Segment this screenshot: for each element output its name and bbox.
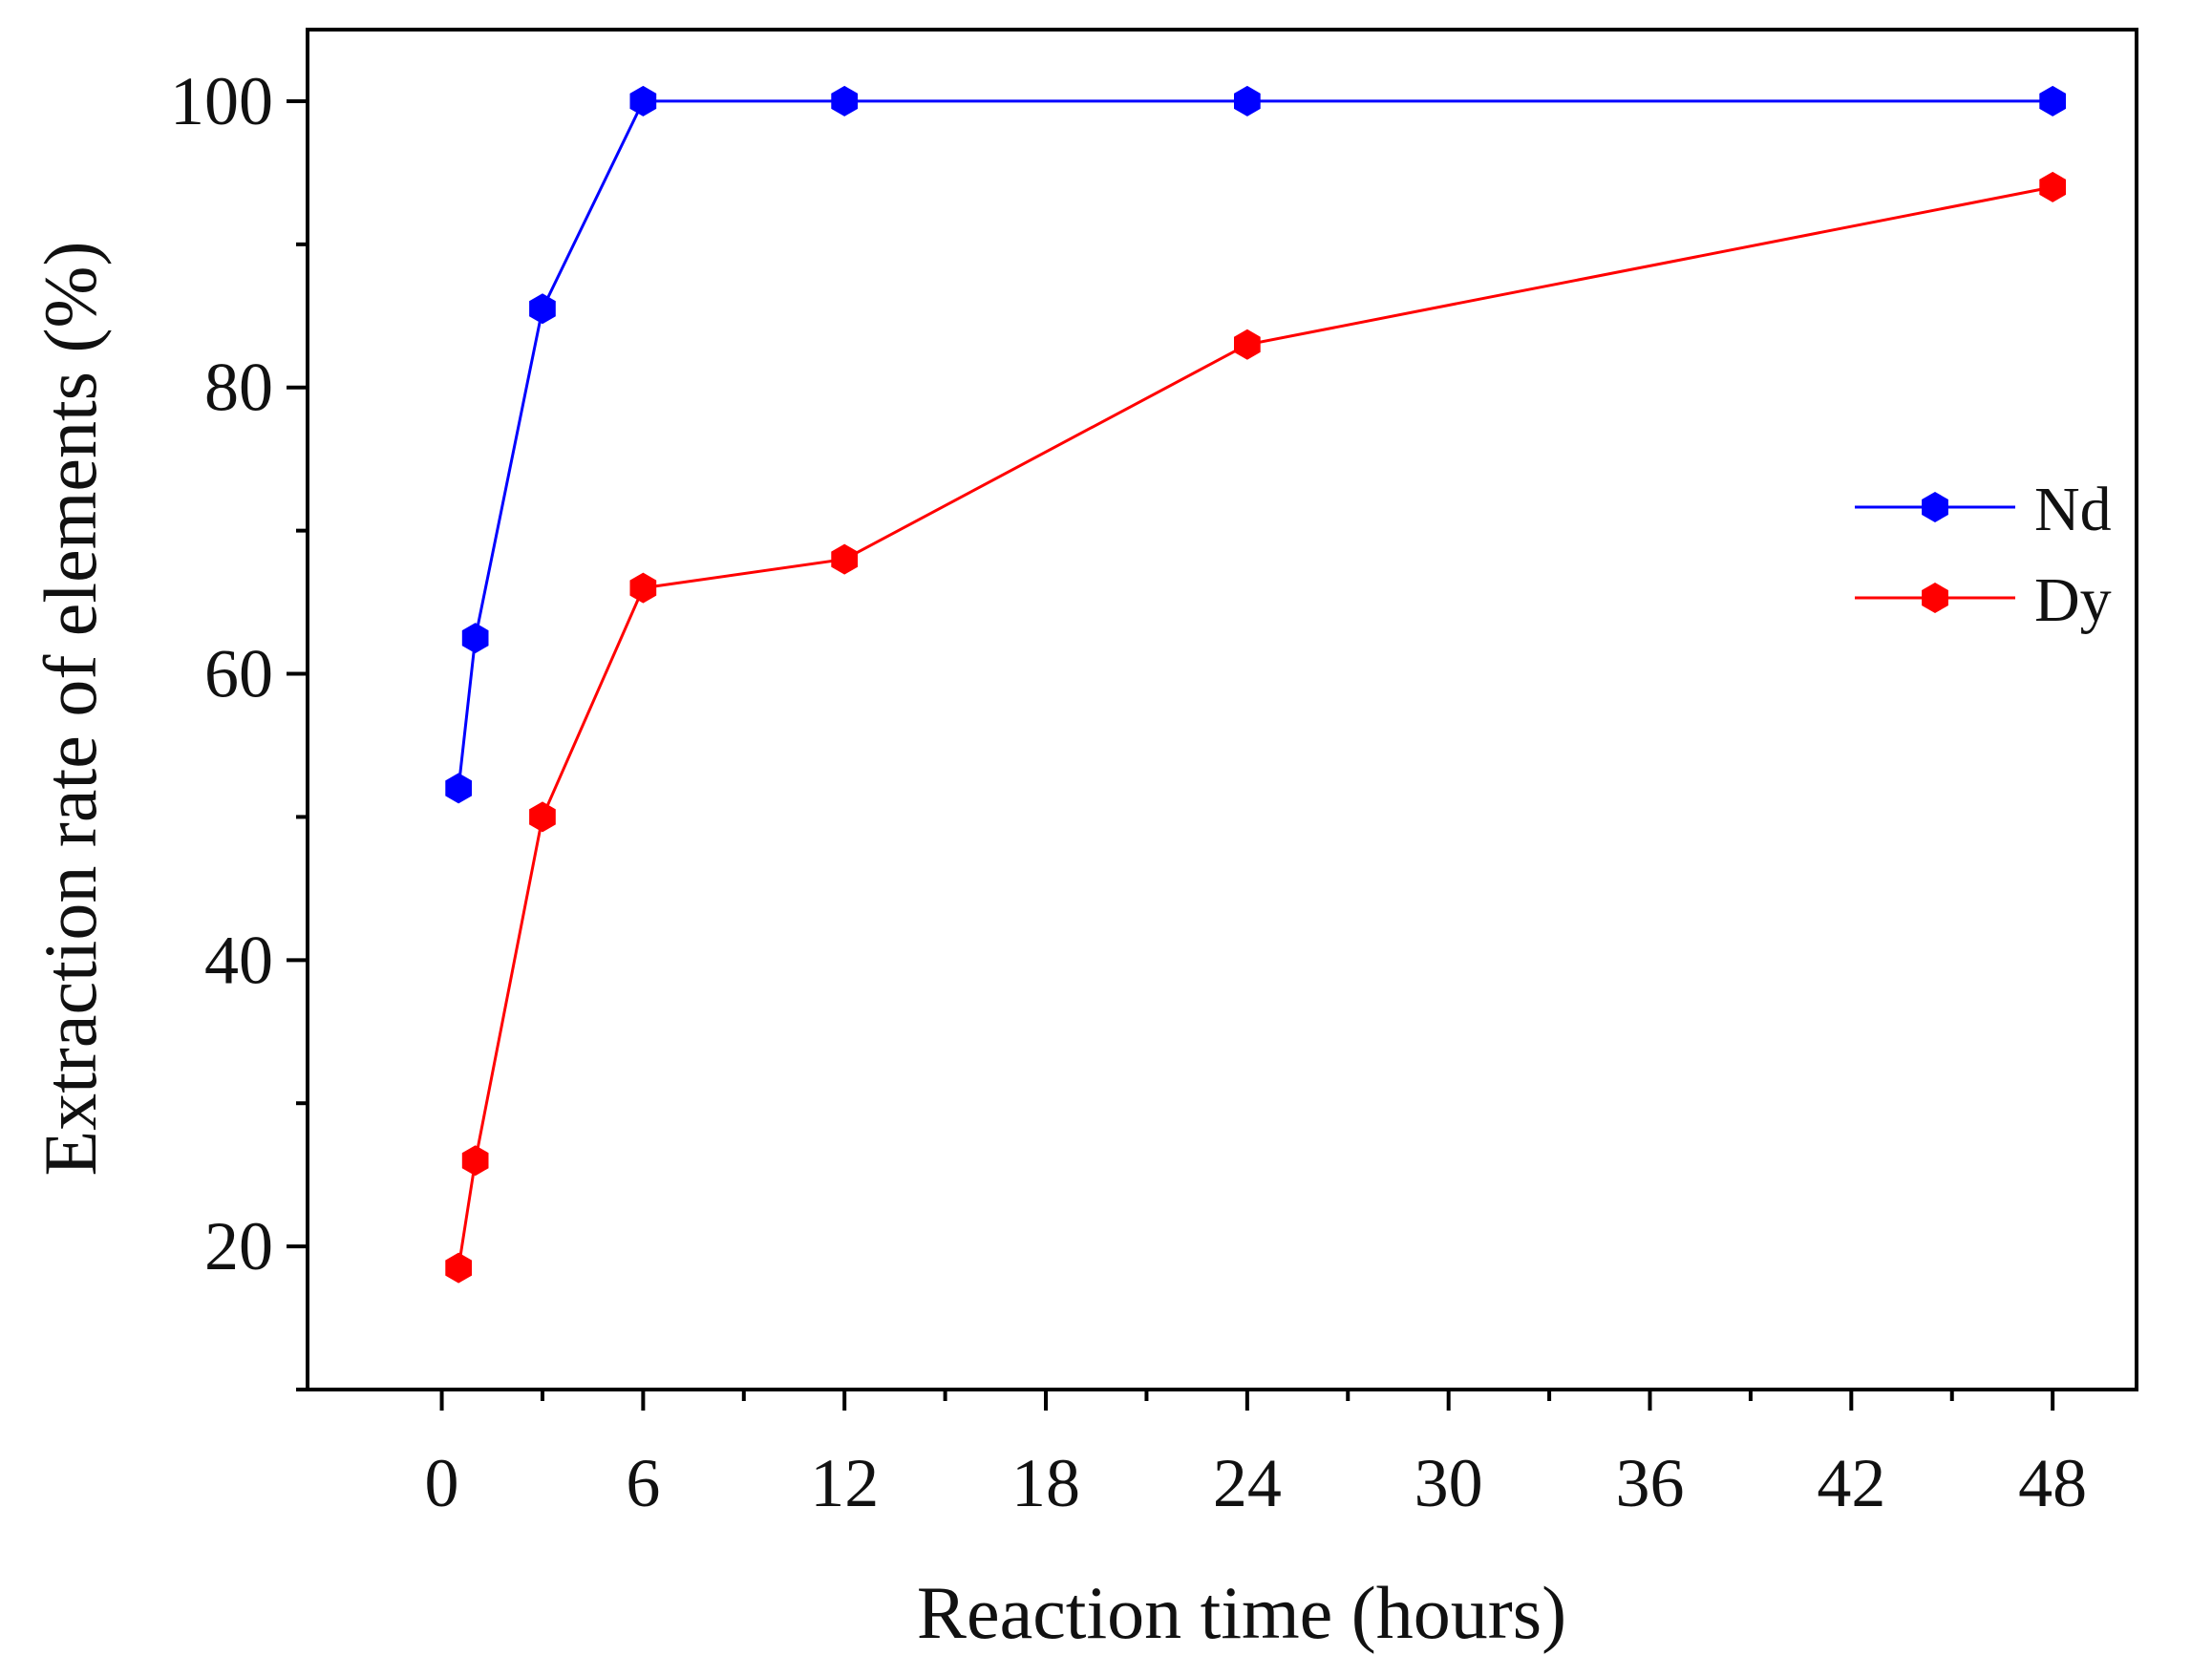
data-point-nd bbox=[2039, 85, 2066, 117]
x-tick-label: 6 bbox=[626, 1445, 660, 1521]
data-point-dy bbox=[445, 1252, 472, 1284]
data-point-nd bbox=[529, 293, 556, 325]
legend: Nd Dy bbox=[1855, 475, 2112, 635]
data-point-nd bbox=[461, 623, 489, 654]
data-point-dy bbox=[1234, 329, 1261, 360]
x-tick-label: 36 bbox=[1616, 1445, 1685, 1521]
x-tick-label: 12 bbox=[810, 1445, 879, 1521]
x-tick-label: 48 bbox=[2018, 1445, 2087, 1521]
y-tick-label: 20 bbox=[204, 1208, 273, 1284]
x-tick-label: 0 bbox=[425, 1445, 459, 1521]
x-tick-label: 18 bbox=[1011, 1445, 1080, 1521]
legend-item-dy: Dy bbox=[1855, 565, 2112, 635]
data-point-dy bbox=[629, 572, 657, 604]
y-tick-label: 40 bbox=[204, 922, 273, 998]
series-line-nd bbox=[457, 99, 2053, 789]
x-tick-label: 30 bbox=[1414, 1445, 1483, 1521]
axis-ticks bbox=[287, 98, 2055, 1411]
legend-item-nd: Nd bbox=[1855, 475, 2112, 544]
y-tick-label: 80 bbox=[204, 350, 273, 426]
legend-marker-nd bbox=[1922, 492, 1948, 522]
tick-labels: 0 6 12 18 24 30 36 42 48 20 40 60 80 100 bbox=[170, 63, 2087, 1521]
plot-frame bbox=[306, 28, 2138, 1391]
legend-label-nd: Nd bbox=[2034, 475, 2112, 544]
series-nd bbox=[445, 85, 2066, 804]
data-point-nd bbox=[629, 85, 657, 117]
x-tick-label: 42 bbox=[1817, 1445, 1885, 1521]
y-tick-label: 100 bbox=[170, 63, 273, 139]
data-point-dy bbox=[461, 1145, 489, 1177]
y-axis-label: Extraction rate of elements (%) bbox=[29, 242, 112, 1177]
data-point-dy bbox=[529, 801, 556, 833]
series-dy bbox=[445, 171, 2066, 1284]
legend-label-dy: Dy bbox=[2034, 565, 2112, 635]
x-axis-label: Reaction time (hours) bbox=[917, 1571, 1566, 1654]
x-tick-label: 24 bbox=[1213, 1445, 1282, 1521]
data-point-nd bbox=[445, 773, 472, 804]
y-tick-label: 60 bbox=[204, 636, 273, 712]
data-point-nd bbox=[831, 85, 859, 117]
data-point-dy bbox=[2039, 171, 2066, 202]
data-point-dy bbox=[831, 543, 859, 575]
series-layer bbox=[445, 85, 2066, 1284]
legend-marker-dy bbox=[1922, 583, 1948, 613]
data-point-nd bbox=[1234, 85, 1261, 117]
